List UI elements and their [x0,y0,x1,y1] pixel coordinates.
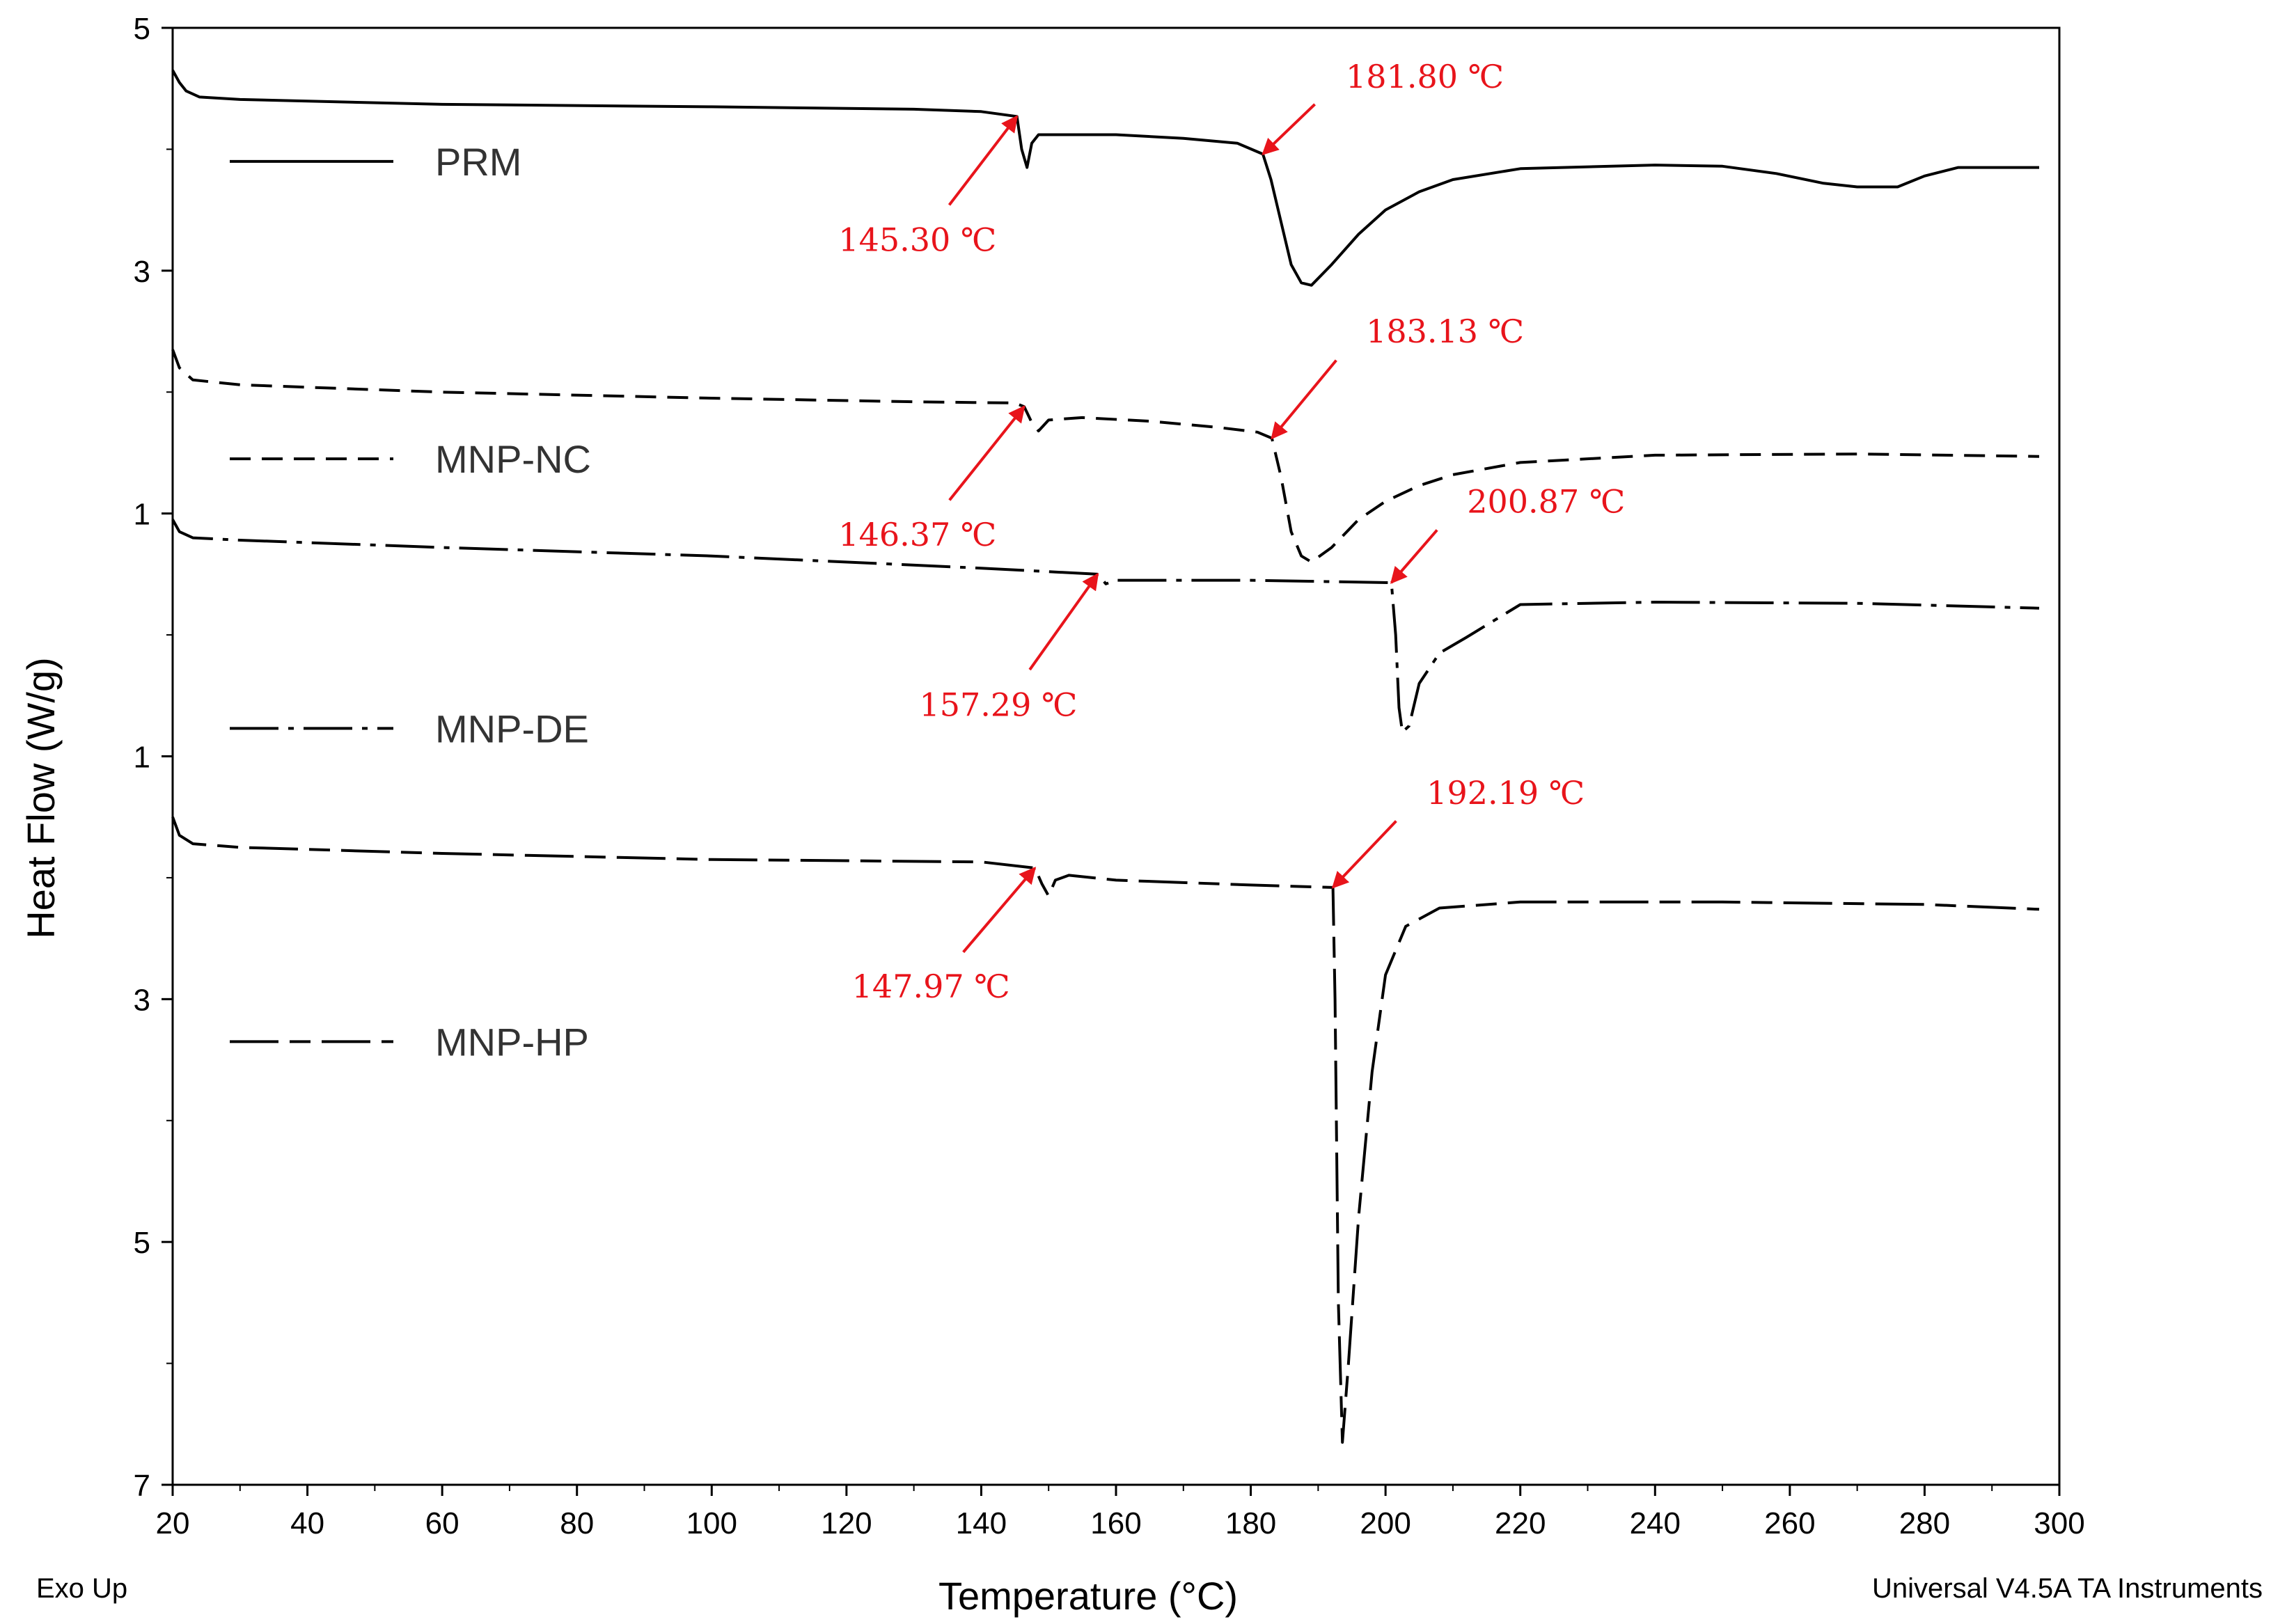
y-tick-label: 3 [134,983,150,1017]
x-tick-label: 80 [560,1506,594,1540]
series-line-prm [171,70,2039,287]
y-tick-label: 5 [134,12,150,46]
legend-label-mnp-de: MNP-DE [435,707,589,750]
annotation-arrow [1331,820,1397,889]
annotation-arrow [962,867,1037,954]
annotation-arrow [948,405,1026,501]
annotation-label: 157.29 ℃ [919,686,1077,723]
x-tick-label: 20 [156,1506,190,1540]
x-tick-label: 280 [1899,1506,1950,1540]
series-line-mnp-de [171,519,2040,734]
x-tick-label: 120 [821,1506,872,1540]
annotation-arrow [1271,359,1337,440]
x-tick-label: 180 [1225,1506,1276,1540]
annotation-arrow [1390,529,1438,584]
x-tick-label: 100 [686,1506,737,1540]
y-axis-title: Heat Flow (W/g) [19,657,63,939]
annotation-label: 200.87 ℃ [1467,482,1625,520]
x-tick-label: 240 [1630,1506,1681,1540]
annotation-label: 183.13 ℃ [1366,313,1524,350]
legend-label-mnp-hp: MNP-HP [435,1020,589,1064]
plot-frame [171,26,2061,1486]
annotation-arrow [1028,572,1099,671]
series-line-mnp-nc [171,349,2040,564]
instrument-note: Universal V4.5A TA Instruments [1872,1573,2263,1604]
series-line-mnp-hp [171,817,2040,1444]
x-tick-label: 40 [290,1506,324,1540]
x-tick-label: 160 [1090,1506,1141,1540]
x-tick-label: 60 [425,1506,459,1540]
x-axis-title: Temperature (°C) [938,1574,1238,1618]
y-tick-label: 1 [134,741,150,775]
annotation-label: 192.19 ℃ [1427,774,1585,812]
annotation-arrow [948,115,1019,206]
y-tick-label: 3 [134,255,150,289]
legend-label-mnp-nc: MNP-NC [435,437,591,481]
exo-up-note: Exo Up [36,1573,127,1604]
annotation-label: 147.97 ℃ [852,968,1010,1005]
y-tick-label: 1 [134,498,150,532]
annotation-arrow [1262,103,1316,156]
y-tick-label: 7 [134,1469,150,1503]
x-tick-label: 140 [956,1506,1007,1540]
x-tick-label: 260 [1764,1506,1815,1540]
x-tick-label: 220 [1495,1506,1546,1540]
annotation-label: 181.80 ℃ [1346,58,1504,95]
annotation-label: 146.37 ℃ [838,516,996,553]
x-tick-label: 200 [1360,1506,1410,1540]
annotation-label: 145.30 ℃ [838,221,996,258]
x-tick-label: 300 [2034,1506,2084,1540]
y-tick-label: 5 [134,1226,150,1260]
legend-label-prm: PRM [435,140,521,184]
